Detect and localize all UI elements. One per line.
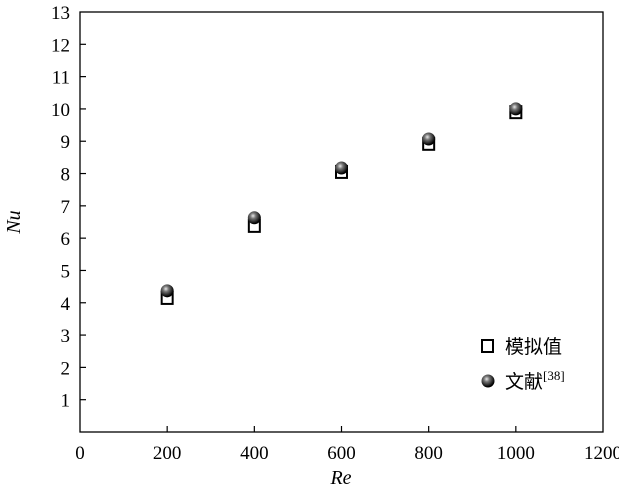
y-tick-label: 13 [51,3,70,24]
y-tick-label: 5 [61,261,71,282]
y-tick-label: 2 [61,358,71,379]
x-tick-label: 0 [75,443,85,464]
y-tick-label: 4 [61,294,71,315]
y-tick-label: 1 [61,391,71,412]
data-point-literature [509,102,523,116]
legend-label-literature: 文献[38] [505,368,565,393]
x-tick-label: 1200 [584,443,619,464]
legend-label-literature-ref: [38] [543,368,565,383]
x-tick-label: 200 [153,443,182,464]
data-point-literature [422,132,436,146]
legend-marker-sphere [481,374,495,388]
y-tick-label: 8 [61,165,71,186]
y-axis-label: Nu [3,210,25,234]
x-tick-label: 800 [414,443,443,464]
data-point-literature [247,211,261,225]
y-tick-label: 7 [61,197,71,218]
legend-label-simulated: 模拟值 [505,336,562,358]
legend-label-literature-text: 文献 [505,371,543,393]
x-tick-label: 600 [327,443,356,464]
x-tick-label: 400 [240,443,269,464]
y-tick-label: 9 [61,132,71,153]
legend: 模拟值 文献[38] [481,336,565,393]
data-point-literature [335,161,348,175]
y-tick-label: 12 [51,35,70,56]
x-axis-label: Re [329,467,351,489]
x-tick-label: 1000 [497,443,535,464]
y-tick-label: 11 [52,68,70,89]
y-tick-label: 6 [61,229,71,250]
plot-frame [79,11,604,433]
y-tick-label: 3 [61,326,71,347]
legend-marker-square [481,339,494,353]
data-point-literature [160,284,174,298]
y-tick-label: 10 [51,100,70,121]
